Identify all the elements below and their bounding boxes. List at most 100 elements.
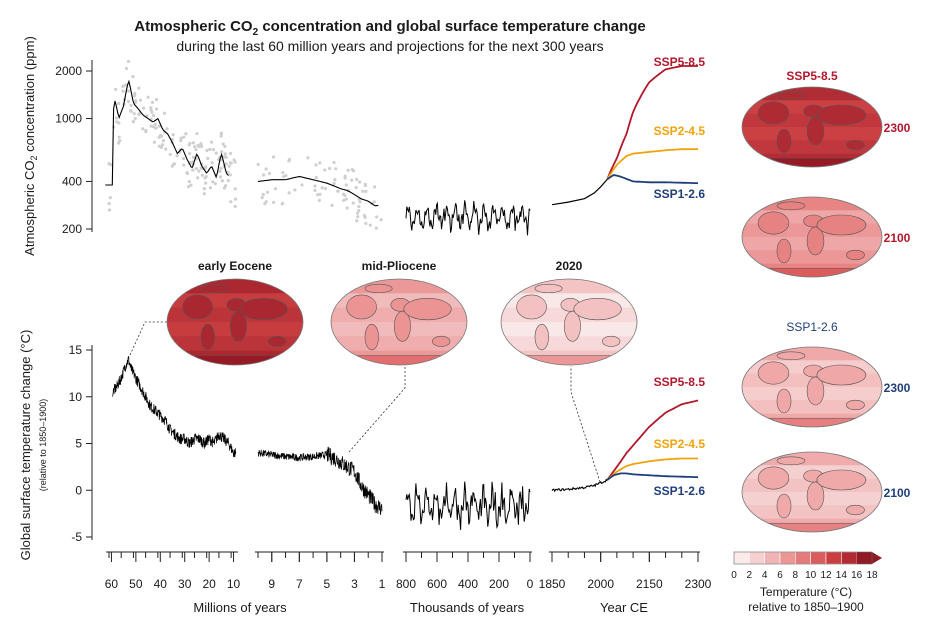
colorbar-tick-label: 18 (866, 570, 878, 581)
co2-proxy-point (323, 168, 327, 172)
temperature-series-line (257, 446, 383, 515)
co2-proxy-point (185, 171, 189, 176)
colorbar-segment-end (856, 552, 882, 564)
colorbar-tick-label: 6 (777, 570, 783, 581)
co2-scenario-line-ssp2-4.5 (606, 148, 698, 180)
co2-proxy-point (117, 135, 121, 139)
co2-proxy-point (192, 145, 197, 149)
co2-proxy-point (175, 154, 179, 158)
co2-proxy-point (121, 89, 125, 93)
co2-proxy-point (355, 219, 359, 223)
x-axis-label-year: Year CE (600, 600, 648, 615)
map-title: mid-Pliocene (362, 259, 437, 273)
co2-proxy-point (228, 151, 233, 156)
co2-proxy-point (334, 167, 338, 171)
map-body (742, 197, 882, 277)
co2-scenario-line-ssp5-8.5 (606, 65, 698, 180)
x-tick-label: 20 (202, 577, 216, 591)
x-tick-label: 600 (427, 577, 447, 591)
co2-proxy-point (282, 174, 286, 179)
map-landmass (757, 101, 790, 125)
map-landmass (268, 335, 287, 347)
co2-proxy-point (126, 100, 131, 104)
projection-map-ssp585-2100 (741, 196, 883, 278)
co2-proxy-point (206, 156, 210, 160)
chart-title: Atmospheric CO2 concentration and global… (134, 18, 646, 38)
co2-proxy-point (210, 161, 214, 165)
co2-proxy-point (202, 187, 206, 191)
co2-proxy-point (273, 187, 278, 191)
map-landmass (393, 310, 411, 342)
co2-proxy-point (300, 183, 304, 187)
co2-proxy-point (220, 150, 224, 154)
co2-proxy-point (358, 200, 362, 204)
temperature-scenario-label: SSP1-2.6 (654, 484, 706, 498)
colorbar-tick-label: 0 (731, 570, 737, 581)
co2-proxy-point (133, 94, 137, 98)
map-landmass (776, 493, 792, 519)
co2-proxy-point (373, 185, 377, 189)
co2-proxy-point (157, 144, 162, 148)
map-outline (500, 278, 638, 366)
co2-proxy-point (314, 175, 318, 180)
co2-proxy-point (265, 190, 270, 194)
co2-proxy-point (350, 178, 354, 182)
co2-proxy-point (260, 195, 264, 200)
co2-proxy-point (271, 155, 276, 159)
temperature-scenario-label: SSP5-8.5 (654, 375, 706, 389)
co2-proxy-point (200, 173, 204, 177)
map-landmass (776, 456, 806, 466)
co2-proxy-point (343, 193, 347, 198)
co2-proxy-point (121, 84, 125, 88)
co2-proxy-point (186, 185, 191, 189)
co2-proxy-point (357, 208, 361, 213)
map-landmass (534, 323, 549, 351)
co2-proxy-point (343, 174, 347, 178)
map-early-eocene (166, 278, 304, 366)
colorbar-tick-label: 4 (762, 570, 768, 581)
co2-proxy-point (209, 140, 214, 144)
co2-proxy-point (354, 186, 358, 190)
co2-proxy-point (153, 126, 158, 130)
co2-proxy-point (204, 165, 208, 169)
map-landmass (573, 298, 622, 321)
co2-proxy-point (145, 114, 149, 118)
map-body (742, 347, 882, 427)
co2-scenario-label: SSP2-4.5 (654, 124, 706, 138)
map-antarctica (742, 157, 882, 167)
co2-smooth-line (257, 176, 379, 207)
co2-y-axis: 200 400 1000 2000 (55, 60, 93, 236)
co2-proxy-point (137, 86, 141, 90)
x-tick-label: 40 (154, 577, 168, 591)
co2-proxy-point (202, 192, 206, 196)
co2-proxy-point (194, 166, 198, 171)
co2-proxy-point (350, 167, 354, 172)
co2-proxy-point (264, 167, 268, 171)
map-landmass (346, 294, 377, 320)
co2-proxy-point (345, 206, 349, 210)
temperature-y-tick-label: 5 (75, 437, 82, 451)
projection-heading-ssp585: SSP5-8.5 (786, 69, 838, 83)
projection-map-year: 2300 (884, 121, 911, 135)
co2-proxy-point (150, 100, 155, 105)
x-tick-label: 3 (351, 577, 358, 591)
co2-proxy-point (218, 175, 223, 179)
co2-proxy-point (318, 161, 322, 165)
co2-proxy-point (318, 192, 322, 196)
co2-proxy-point (271, 200, 276, 204)
map-landmass (602, 335, 621, 347)
colorbar-segment (779, 551, 796, 565)
co2-y-axis-label-part: concentration (ppm) (22, 36, 37, 155)
map-title: 2020 (556, 259, 583, 273)
colorbar: 0 2 4 6 8 10 12 14 16 18 Temperature (°C)relative … (731, 551, 882, 614)
co2-proxy-point (133, 91, 137, 96)
co2-y-tick-label: 1000 (55, 112, 82, 126)
colorbar-segment (749, 551, 765, 565)
co2-proxy-point (262, 173, 266, 177)
projection-map-ssp126-2300 (741, 346, 883, 428)
co2-proxy-point (332, 181, 336, 185)
co2-proxy-point (344, 183, 348, 187)
map-mid-pliocene (330, 278, 468, 366)
co2-proxy-point (219, 131, 224, 135)
